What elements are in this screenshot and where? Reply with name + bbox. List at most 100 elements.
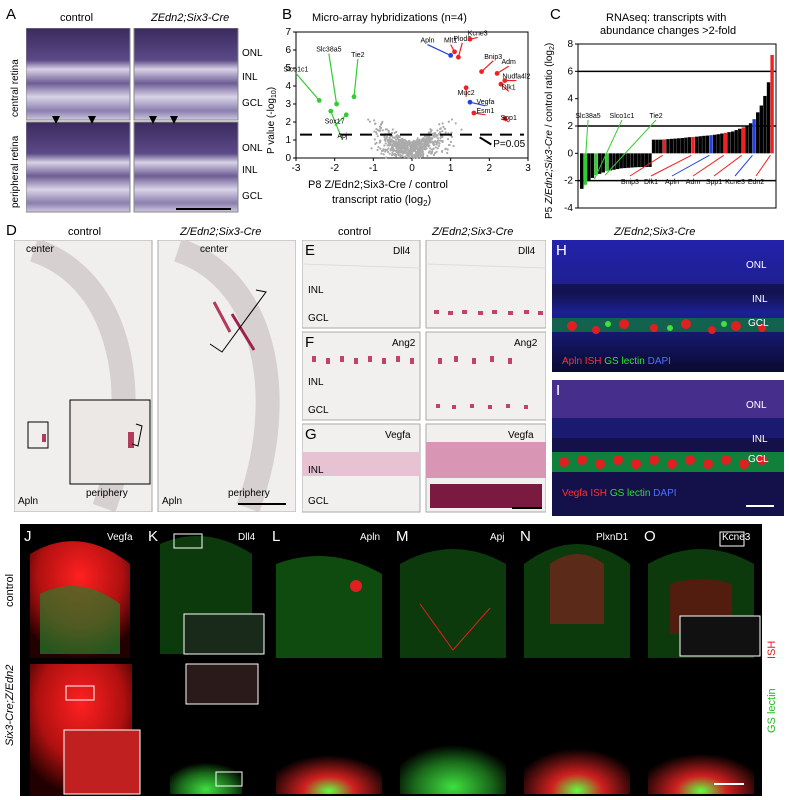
inset-box bbox=[27, 421, 49, 449]
panel-hi-mutant-label: Z/Edn2;Six3-Cre bbox=[614, 226, 696, 238]
gene-label: Muc2 bbox=[458, 90, 475, 97]
bar bbox=[641, 153, 645, 167]
bar bbox=[698, 136, 702, 154]
panel-d-control-label: control bbox=[68, 226, 102, 238]
y-tick-label: 3 bbox=[285, 99, 291, 110]
gene-label: Nudfa4l2 bbox=[502, 74, 530, 81]
background-point bbox=[426, 142, 430, 145]
background-point bbox=[392, 142, 395, 145]
background-point bbox=[432, 141, 435, 144]
background-point bbox=[405, 142, 409, 145]
panel-letter-o: O bbox=[644, 528, 656, 545]
background-point bbox=[446, 151, 449, 155]
background-point bbox=[431, 132, 435, 135]
bar bbox=[763, 95, 767, 154]
gene-label: Slc38a5 bbox=[316, 47, 341, 54]
panel-a-mutant-peripheral bbox=[133, 121, 239, 213]
background-point bbox=[378, 125, 382, 128]
panel-i-inl: INL bbox=[752, 434, 768, 445]
background-point bbox=[384, 149, 387, 152]
background-point bbox=[420, 144, 423, 148]
bar bbox=[745, 126, 749, 154]
bar bbox=[712, 134, 717, 154]
background-point bbox=[429, 140, 432, 144]
background-point bbox=[450, 135, 454, 138]
background-point bbox=[441, 122, 444, 125]
panel-b-title: Micro-array hybridizations (n=4) bbox=[312, 12, 467, 24]
background-point bbox=[384, 139, 387, 142]
background-point bbox=[436, 141, 439, 144]
background-point bbox=[392, 148, 396, 151]
bar-annotation-pointer bbox=[629, 154, 663, 177]
bar-annotation-label: Dlk1 bbox=[644, 179, 658, 186]
bar-annotation-pointer bbox=[583, 119, 589, 189]
panel-d-center-1: center bbox=[26, 244, 54, 255]
background-point bbox=[375, 128, 378, 131]
panel-a-control-central bbox=[26, 28, 131, 121]
background-point bbox=[403, 149, 406, 152]
bar bbox=[630, 153, 634, 168]
background-point bbox=[441, 135, 444, 138]
gene-label: Esm1 bbox=[477, 108, 495, 115]
panel-c-title-1: RNAseq: transcripts with bbox=[606, 12, 727, 24]
bar bbox=[666, 139, 670, 154]
background-point bbox=[444, 147, 447, 150]
gene-pointer bbox=[330, 110, 343, 141]
y-tick-label: 6 bbox=[285, 45, 291, 56]
bar bbox=[694, 136, 699, 154]
background-point bbox=[403, 156, 406, 159]
panel-b-volcano-plot: -3 -2 -1 0 1 2 3 0 1 2 3 4 5 6 7 P=0.05 Slco1c1 Slc38a5 Ti… bbox=[284, 27, 532, 174]
background-point bbox=[447, 120, 450, 123]
background-point bbox=[383, 144, 386, 147]
panel-hi-fluorescence-images bbox=[552, 240, 784, 516]
background-point bbox=[397, 150, 400, 153]
gene-point bbox=[351, 94, 357, 100]
gene-point bbox=[467, 36, 473, 42]
panel-n-probe: PlxnD1 bbox=[596, 532, 629, 543]
background-point bbox=[438, 123, 441, 126]
background-point bbox=[407, 139, 411, 143]
background-point bbox=[450, 131, 453, 134]
background-point bbox=[437, 139, 440, 142]
gene-point bbox=[463, 85, 469, 91]
panel-b-xlabel-2: transcript ratio (log2) bbox=[332, 194, 432, 209]
gene-label: Plod2 bbox=[453, 36, 471, 43]
background-point bbox=[373, 130, 376, 133]
background-point bbox=[384, 137, 387, 140]
panel-o-probe: Kcne3 bbox=[722, 532, 751, 543]
background-point bbox=[383, 135, 386, 138]
bar bbox=[741, 127, 746, 154]
background-point bbox=[438, 142, 441, 145]
background-point bbox=[441, 140, 444, 144]
background-point bbox=[404, 145, 407, 148]
bar bbox=[738, 128, 742, 154]
background-point bbox=[392, 153, 395, 156]
panel-e-inl: INL bbox=[308, 285, 324, 296]
background-point bbox=[387, 139, 390, 142]
gene-point bbox=[316, 98, 322, 103]
background-point bbox=[433, 152, 437, 155]
bar bbox=[748, 123, 753, 154]
y-tick-label: 4 bbox=[567, 94, 573, 105]
background-point bbox=[417, 150, 420, 153]
background-point bbox=[442, 125, 445, 128]
gene-pointer bbox=[469, 101, 486, 107]
background-point bbox=[382, 153, 385, 156]
background-point bbox=[388, 152, 391, 155]
bar bbox=[680, 138, 684, 154]
panel-g-gcl: GCL bbox=[308, 496, 329, 507]
background-point bbox=[447, 143, 451, 147]
background-point bbox=[429, 147, 432, 150]
background-point bbox=[380, 152, 383, 155]
background-point bbox=[411, 156, 415, 159]
panel-efg-control-label: control bbox=[338, 226, 372, 238]
gene-point bbox=[471, 110, 477, 116]
background-point bbox=[434, 146, 437, 149]
background-point bbox=[434, 140, 437, 143]
bar bbox=[619, 153, 623, 169]
bar-annotation-label: Bnip3 bbox=[621, 179, 639, 186]
gene-label: Bnip3 bbox=[484, 54, 502, 61]
background-point bbox=[443, 127, 446, 130]
bar bbox=[594, 153, 598, 176]
background-point bbox=[435, 133, 438, 136]
